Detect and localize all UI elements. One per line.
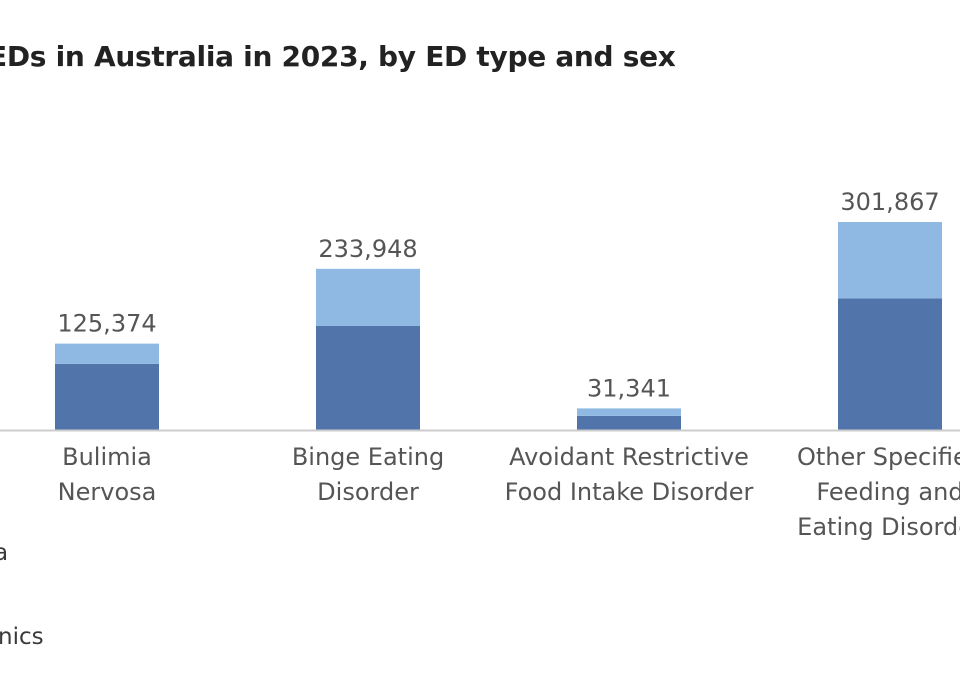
source-note: nics — [0, 624, 44, 650]
category-label: Food Intake Disorder — [505, 478, 754, 506]
bar-segment-dark — [577, 415, 681, 430]
bar-segment-dark — [55, 363, 159, 430]
category-label: Other Specified — [797, 443, 960, 471]
category-label: Nervosa — [58, 478, 157, 506]
bar-segment-light — [316, 268, 420, 326]
bar-segment-light — [55, 343, 159, 364]
bar-segment-dark — [838, 298, 942, 430]
category-label: Disorder — [317, 478, 419, 506]
bar-total-label: 301,867 — [840, 188, 939, 216]
chart-title: EDs in Australia in 2023, by ED type and… — [0, 40, 676, 73]
bar-total-label: 233,948 — [318, 235, 417, 263]
bar-segment-light — [838, 222, 942, 299]
category-label: Eating Disorder — [797, 513, 960, 541]
category-label: Binge Eating — [292, 443, 444, 471]
category-label: Feeding and — [816, 478, 960, 506]
bar-segment-dark — [316, 325, 420, 430]
category-label: Avoidant Restrictive — [509, 443, 749, 471]
legend-fragment: a — [0, 540, 9, 566]
bar-total-label: 31,341 — [587, 374, 671, 402]
bar-segment-light — [577, 408, 681, 416]
bar-total-label: 125,374 — [57, 310, 156, 338]
category-label: Bulimia — [62, 443, 152, 471]
